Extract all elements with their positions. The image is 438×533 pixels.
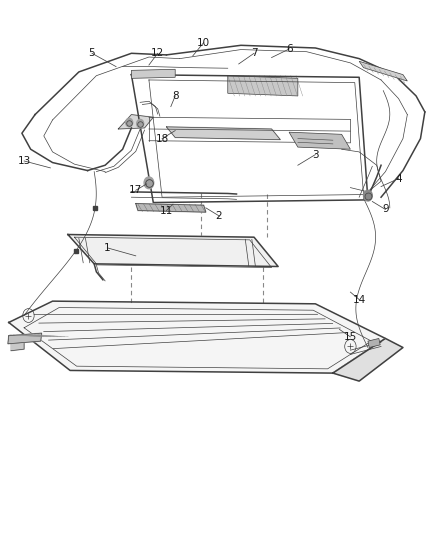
Polygon shape	[136, 204, 206, 212]
Text: 11: 11	[160, 206, 173, 215]
Polygon shape	[11, 342, 24, 351]
Polygon shape	[289, 132, 350, 149]
Polygon shape	[228, 76, 298, 96]
Text: 3: 3	[312, 150, 319, 159]
Polygon shape	[8, 333, 42, 344]
Text: 18: 18	[155, 134, 169, 143]
Text: 2: 2	[215, 211, 223, 221]
Polygon shape	[9, 301, 385, 373]
Text: 5: 5	[88, 49, 95, 58]
Text: 14: 14	[353, 295, 366, 304]
Text: 1: 1	[104, 243, 111, 253]
Polygon shape	[166, 127, 280, 140]
Polygon shape	[131, 69, 175, 78]
Circle shape	[144, 177, 154, 189]
Polygon shape	[333, 338, 403, 381]
Text: 4: 4	[395, 174, 402, 183]
Text: 10: 10	[197, 38, 210, 47]
Text: 6: 6	[286, 44, 293, 54]
Text: 7: 7	[251, 49, 258, 58]
Text: 17: 17	[129, 185, 142, 195]
Text: 9: 9	[382, 205, 389, 214]
Polygon shape	[368, 338, 380, 348]
Text: 15: 15	[344, 332, 357, 342]
Circle shape	[137, 119, 144, 128]
Circle shape	[126, 118, 133, 127]
Circle shape	[364, 190, 372, 201]
Text: 8: 8	[172, 91, 179, 101]
Text: 13: 13	[18, 156, 31, 166]
Text: 12: 12	[151, 49, 164, 58]
Polygon shape	[68, 235, 278, 266]
Polygon shape	[359, 61, 407, 81]
Polygon shape	[118, 115, 153, 129]
